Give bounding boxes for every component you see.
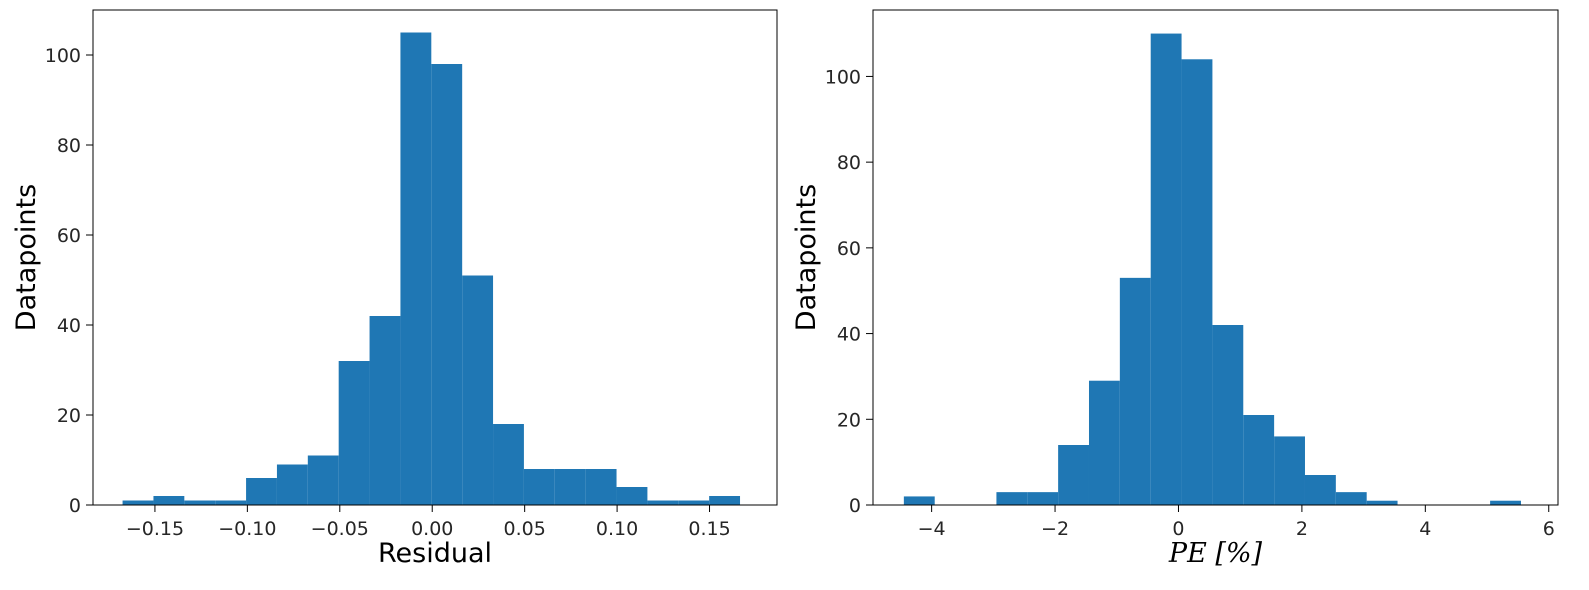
residual-bar	[585, 469, 617, 505]
residual-bar	[400, 32, 432, 505]
residual-bar	[431, 64, 463, 505]
pe-x-tick-label: 4	[1419, 518, 1431, 540]
residual-bar	[369, 316, 401, 505]
pe-bar	[996, 492, 1028, 505]
residual-bar	[338, 361, 370, 505]
pe-histogram: −4 −2 0 2 4 6 0 20 40 60 80 100 PE [%] Datapoints	[791, 9, 1559, 569]
residual-bar	[709, 496, 741, 505]
residual-x-tick-label: 0.15	[688, 518, 730, 540]
pe-bar	[1243, 415, 1275, 505]
residual-bar	[276, 464, 308, 505]
pe-y-axis: 0 20 40 60 80 100	[825, 66, 873, 517]
residual-bar	[523, 469, 555, 505]
residual-y-tick-label: 60	[57, 225, 81, 247]
pe-bar	[1058, 445, 1089, 505]
residual-bar	[554, 469, 586, 505]
residual-bar	[122, 500, 154, 505]
pe-x-tick-label: 2	[1296, 518, 1308, 540]
residual-bar	[307, 455, 339, 505]
pe-bar	[903, 496, 935, 505]
residual-y-tick-label: 20	[57, 405, 81, 427]
residual-y-tick-label: 100	[45, 45, 81, 67]
residual-x-tick-label: −0.15	[126, 518, 184, 540]
pe-x-tick-label: 0	[1172, 518, 1184, 540]
residual-x-tick-label: 0.00	[411, 518, 453, 540]
residual-y-tick-label: 0	[69, 495, 81, 517]
residual-bar	[153, 496, 185, 505]
residual-y-axis-label: Datapoints	[11, 184, 42, 331]
residual-y-tick-label: 40	[57, 315, 81, 337]
residual-bar	[647, 500, 679, 505]
pe-bar	[1088, 380, 1120, 505]
pe-bar	[1150, 33, 1182, 505]
pe-y-tick-label: 60	[837, 238, 861, 260]
pe-bar	[1119, 277, 1151, 505]
pe-y-axis-label: Datapoints	[791, 184, 822, 331]
residual-y-tick-label: 80	[57, 135, 81, 157]
pe-x-tick-label: 6	[1543, 518, 1555, 540]
residual-x-axis: −0.15 −0.10 −0.05 0.00 0.05 0.10 0.15	[126, 505, 731, 540]
pe-x-axis: −4 −2 0 2 4 6	[918, 505, 1555, 540]
residual-x-tick-label: −0.10	[218, 518, 276, 540]
pe-bar	[1027, 492, 1059, 505]
pe-y-tick-label: 40	[837, 324, 861, 346]
pe-x-tick-label: −2	[1041, 518, 1069, 540]
pe-y-tick-label: 0	[849, 495, 861, 517]
pe-bar	[1335, 492, 1367, 505]
pe-bar	[1490, 500, 1521, 505]
residual-x-tick-label: 0.10	[596, 518, 638, 540]
pe-x-tick-label: −4	[918, 518, 946, 540]
residual-bar	[678, 500, 710, 505]
residual-x-axis-label: Residual	[378, 538, 492, 569]
pe-bar	[1212, 325, 1244, 505]
residual-bar	[246, 478, 277, 505]
residual-x-tick-label: −0.05	[311, 518, 369, 540]
pe-bar	[1181, 59, 1213, 506]
residual-bar	[462, 275, 494, 505]
pe-y-tick-label: 20	[837, 409, 861, 431]
residual-x-tick-label: 0.05	[504, 518, 546, 540]
residual-bars	[122, 32, 741, 505]
residual-bar	[184, 500, 216, 505]
pe-bars	[903, 33, 1521, 506]
pe-bar	[1274, 436, 1305, 505]
residual-histogram: −0.15 −0.10 −0.05 0.00 0.05 0.10 0.15 0 20 40 60 8…	[11, 9, 778, 569]
residual-y-axis: 0 20 40 60 80 100	[45, 45, 93, 517]
pe-plot-frame	[872, 9, 1559, 506]
pe-bar	[1304, 475, 1336, 505]
pe-y-tick-label: 100	[825, 66, 861, 88]
residual-bar	[616, 487, 648, 505]
pe-bar	[1366, 500, 1398, 505]
residual-bar	[493, 424, 524, 505]
pe-y-tick-label: 80	[837, 152, 861, 174]
pe-x-axis-label: PE [%]	[1168, 538, 1263, 569]
residual-bar	[215, 500, 247, 505]
residual-plot-frame	[92, 9, 778, 506]
